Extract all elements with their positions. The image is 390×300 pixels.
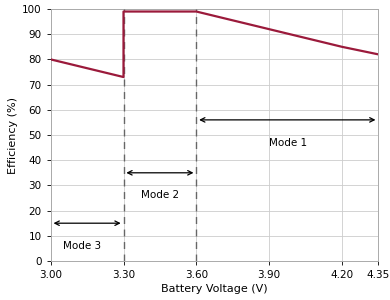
Text: Mode 1: Mode 1: [269, 137, 308, 148]
Y-axis label: Efficiency (%): Efficiency (%): [8, 97, 18, 173]
Text: Mode 3: Mode 3: [63, 241, 101, 251]
Text: Mode 2: Mode 2: [141, 190, 179, 200]
X-axis label: Battery Voltage (V): Battery Voltage (V): [161, 284, 268, 294]
